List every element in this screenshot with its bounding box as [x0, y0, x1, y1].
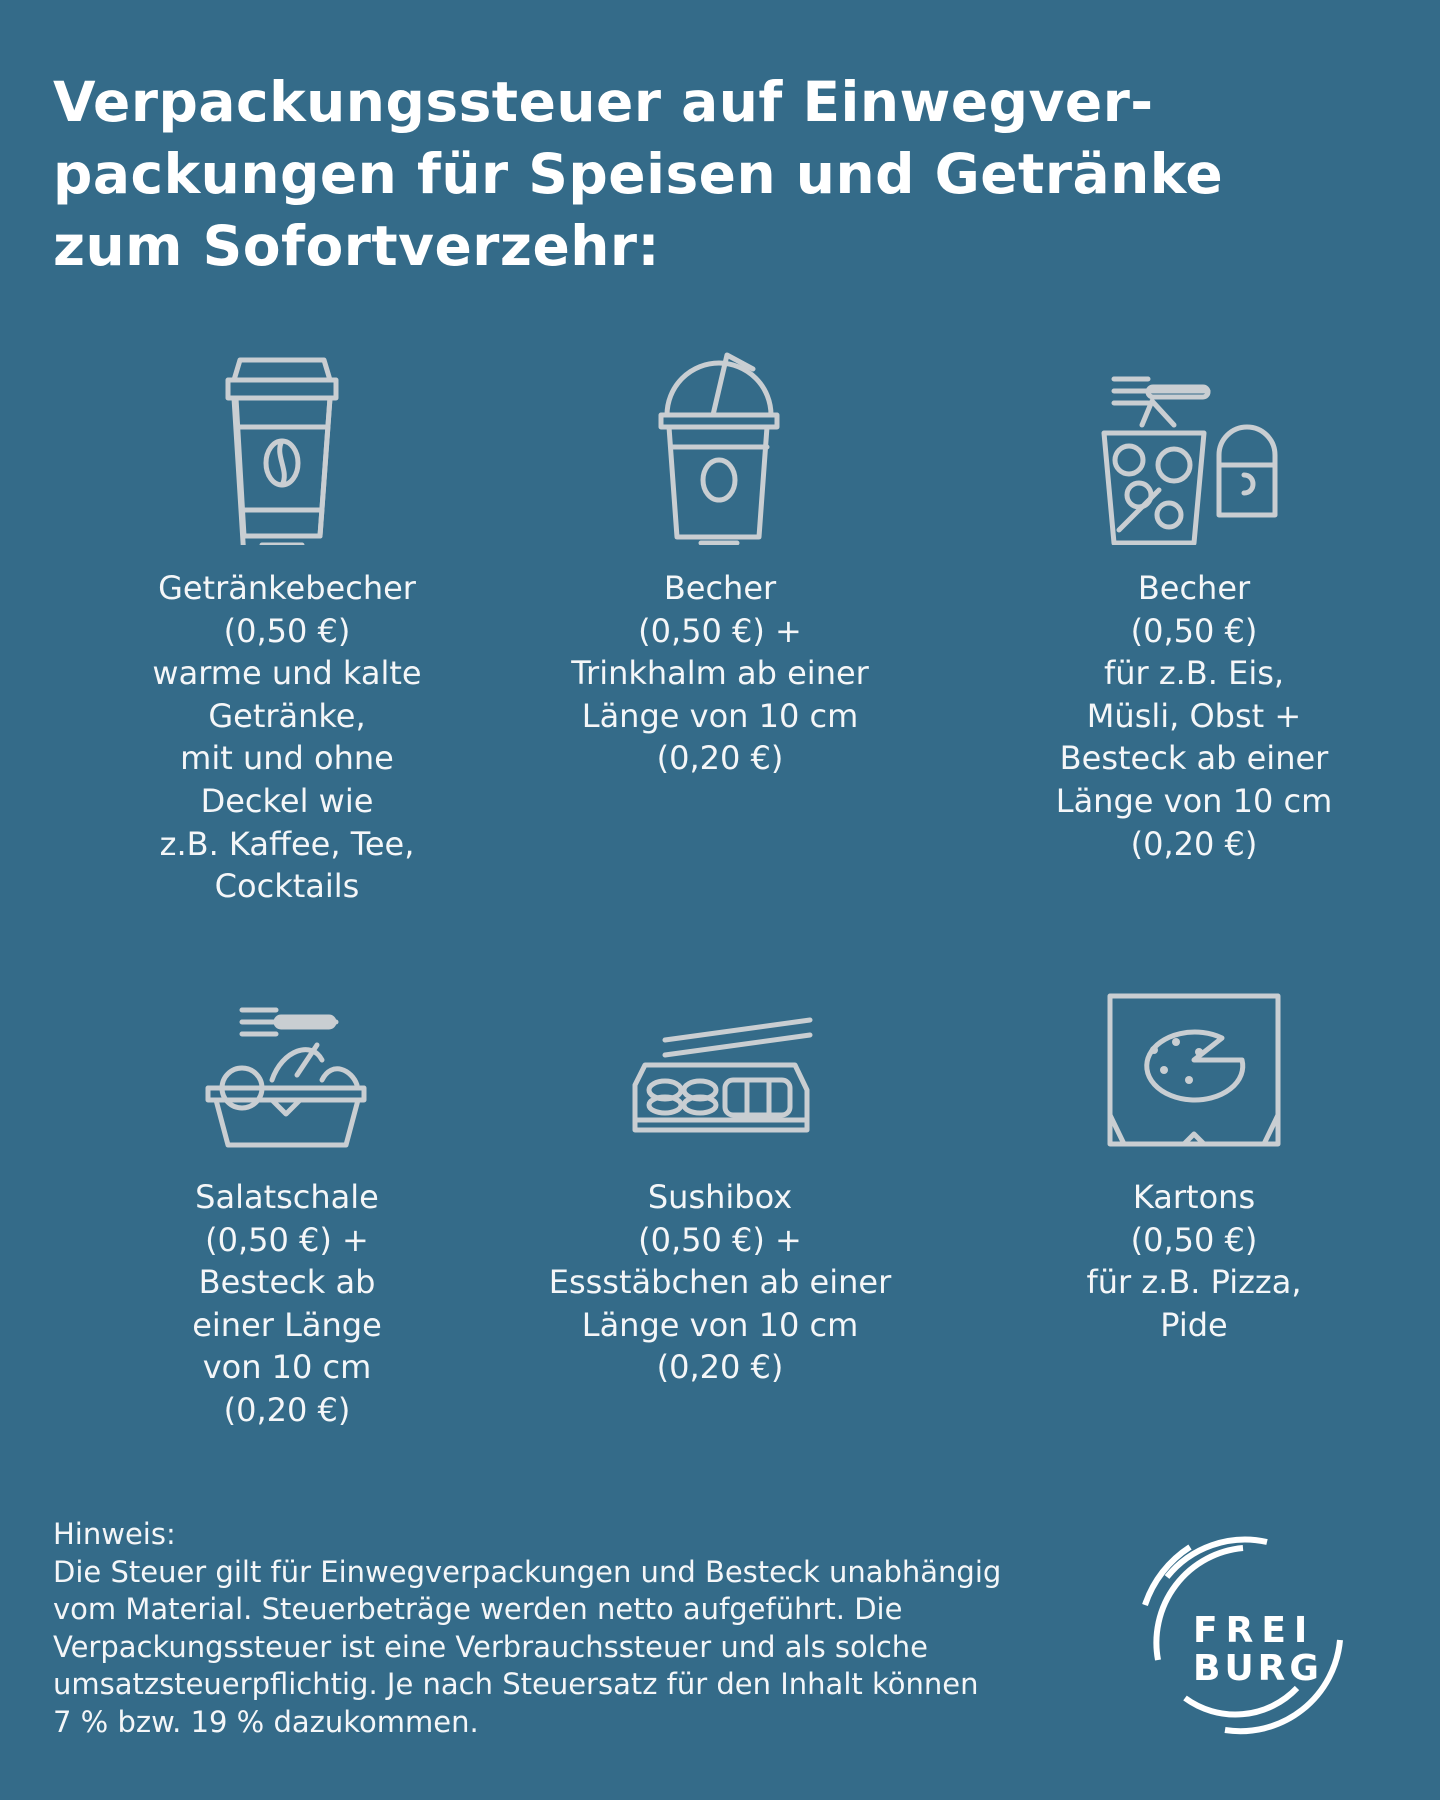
page-title: Verpackungssteuer auf Einwegver- packung… — [53, 70, 1224, 278]
hint-label: Hinweis: — [53, 1517, 176, 1551]
hint-note: Hinweis: Die Steuer gilt für Einwegverpa… — [53, 1516, 1003, 1741]
dessert-cup-fork-icon — [1101, 376, 1278, 545]
pizza-box-icon — [1107, 993, 1281, 1147]
freiburg-logo: FREI BURG — [1142, 1536, 1343, 1735]
cup-with-straw-icon — [658, 352, 780, 545]
sushi-box-chopsticks-icon — [632, 1017, 813, 1133]
item-description: Becher (0,50 €) für z.B. Eis, Müsli, Obs… — [1055, 569, 1333, 863]
item-cup-straw: Becher (0,50 €) + Trinkhalm ab einer Län… — [520, 345, 920, 780]
hint-text: Die Steuer gilt für Einwegverpackungen u… — [53, 1554, 1002, 1739]
item-description: Kartons (0,50 €) für z.B. Pizza, Pide — [1086, 1178, 1302, 1344]
item-description: Salatschale (0,50 €) + Besteck ab einer … — [192, 1178, 382, 1429]
coffee-cup-icon — [225, 357, 339, 545]
item-description: Getränkebecher (0,50 €) warme und kalte … — [152, 569, 422, 906]
item-description: Becher (0,50 €) + Trinkhalm ab einer Län… — [571, 569, 869, 778]
item-sushi-box: Sushibox (0,50 €) + Essstäbchen ab einer… — [520, 950, 920, 1389]
item-salad-bowl: Salatschale (0,50 €) + Besteck ab einer … — [87, 950, 487, 1432]
item-dessert-cup: Becher (0,50 €) für z.B. Eis, Müsli, Obs… — [994, 345, 1394, 865]
item-description: Sushibox (0,50 €) + Essstäbchen ab einer… — [548, 1178, 892, 1387]
item-drink-cup: Getränkebecher (0,50 €) warme und kalte … — [87, 345, 487, 908]
item-pizza-box: Kartons (0,50 €) für z.B. Pizza, Pide — [994, 950, 1394, 1346]
logo-line1: FREI — [1193, 1610, 1315, 1651]
logo-line2: BURG — [1193, 1648, 1323, 1689]
salad-bowl-fork-icon — [205, 1007, 367, 1148]
